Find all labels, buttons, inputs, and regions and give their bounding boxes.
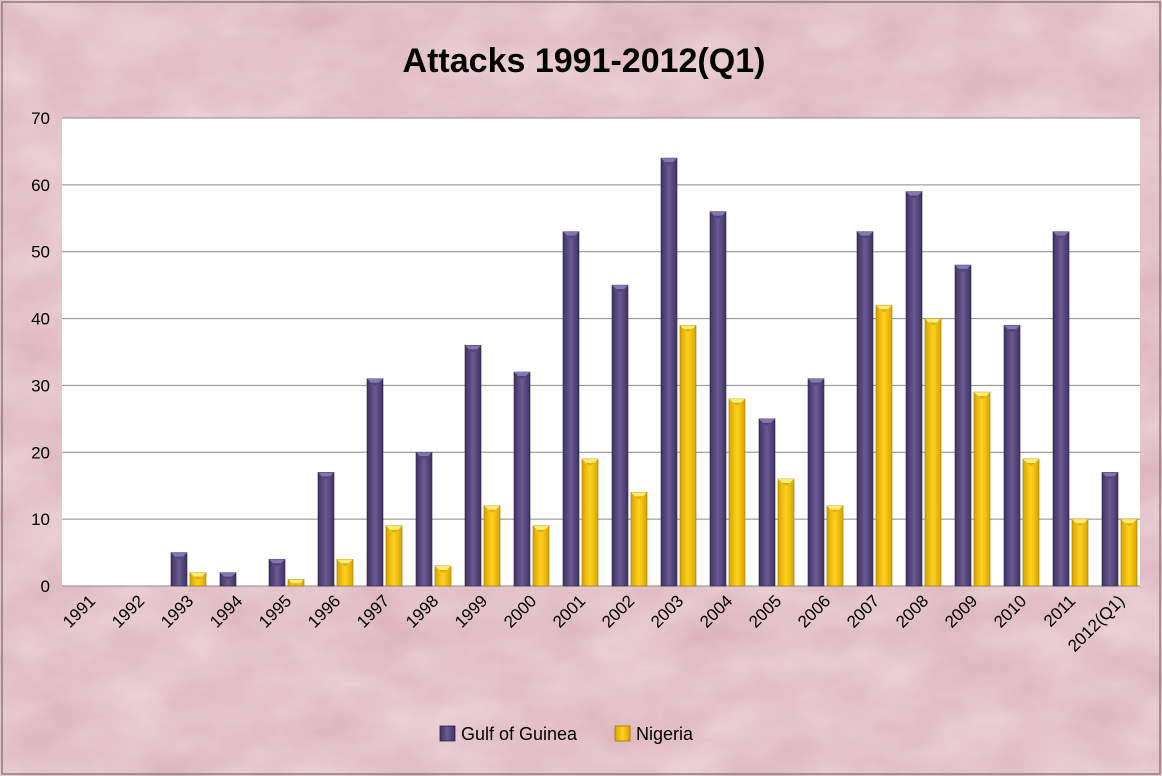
legend-item-nigeria: Nigeria <box>614 724 694 744</box>
bar-gulf-of-guinea-2006 <box>807 378 825 587</box>
bar-nigeria-2008 <box>924 318 942 587</box>
bar-nigeria-2003 <box>679 324 697 587</box>
bar-gulf-of-guinea-2003 <box>660 157 678 587</box>
bar-gulf-of-guinea-2004 <box>709 211 727 587</box>
bar-gulf-of-guinea-1994 <box>219 572 237 587</box>
y-axis-tick-labels: 0 10 20 30 40 50 60 70 <box>31 109 50 596</box>
bar-nigeria-2012(Q1) <box>1120 518 1138 587</box>
bar-gulf-of-guinea-2010 <box>1003 324 1021 587</box>
bar-gulf-of-guinea-2002 <box>611 284 629 587</box>
bar-gulf-of-guinea-2008 <box>905 191 923 587</box>
legend-label: Nigeria <box>636 724 694 744</box>
bar-nigeria-2011 <box>1071 518 1089 587</box>
bar-nigeria-2009 <box>973 391 991 587</box>
y-tick-label: 50 <box>31 243 50 262</box>
y-tick-label: 40 <box>31 310 50 329</box>
bar-nigeria-2010 <box>1022 458 1040 587</box>
bar-gulf-of-guinea-2005 <box>758 418 776 587</box>
y-tick-label: 30 <box>31 376 50 395</box>
bar-gulf-of-guinea-2001 <box>562 231 580 587</box>
bar-nigeria-2004 <box>728 398 746 587</box>
bar-nigeria-2006 <box>826 505 844 587</box>
legend-label: Gulf of Guinea <box>461 724 578 744</box>
bars-group <box>170 157 1138 587</box>
legend-swatch <box>439 725 456 742</box>
bar-nigeria-2000 <box>532 525 550 587</box>
bar-nigeria-1999 <box>483 505 501 587</box>
legend-swatch <box>614 725 631 742</box>
legend-item-gulf-of-guinea: Gulf of Guinea <box>439 724 578 744</box>
y-tick-label: 20 <box>31 443 50 462</box>
bar-nigeria-1993 <box>189 572 207 587</box>
bar-nigeria-2005 <box>777 478 795 587</box>
chart-title: Attacks 1991-2012(Q1) <box>403 42 766 80</box>
bar-gulf-of-guinea-1995 <box>268 558 286 587</box>
bar-gulf-of-guinea-2007 <box>856 231 874 587</box>
bar-gulf-of-guinea-1993 <box>170 552 188 587</box>
bar-gulf-of-guinea-1999 <box>464 345 482 587</box>
bar-nigeria-2002 <box>630 492 648 587</box>
bar-gulf-of-guinea-1997 <box>366 378 384 587</box>
bar-gulf-of-guinea-2009 <box>954 264 972 587</box>
bar-gulf-of-guinea-2012(Q1) <box>1101 472 1119 587</box>
bar-nigeria-1995 <box>287 579 305 587</box>
legend: Gulf of Guinea Nigeria <box>439 724 694 744</box>
bar-gulf-of-guinea-1996 <box>317 472 335 587</box>
bar-nigeria-1997 <box>385 525 403 587</box>
y-tick-label: 10 <box>31 510 50 529</box>
y-tick-label: 0 <box>41 577 50 596</box>
y-tick-label: 60 <box>31 176 50 195</box>
bar-nigeria-1996 <box>336 558 354 587</box>
bar-gulf-of-guinea-2000 <box>513 371 531 587</box>
bar-nigeria-2001 <box>581 458 599 587</box>
bar-nigeria-1998 <box>434 565 452 587</box>
bar-nigeria-2007 <box>875 304 893 587</box>
bar-gulf-of-guinea-2011 <box>1052 231 1070 587</box>
bar-gulf-of-guinea-1998 <box>415 451 433 587</box>
y-tick-label: 70 <box>31 109 50 128</box>
